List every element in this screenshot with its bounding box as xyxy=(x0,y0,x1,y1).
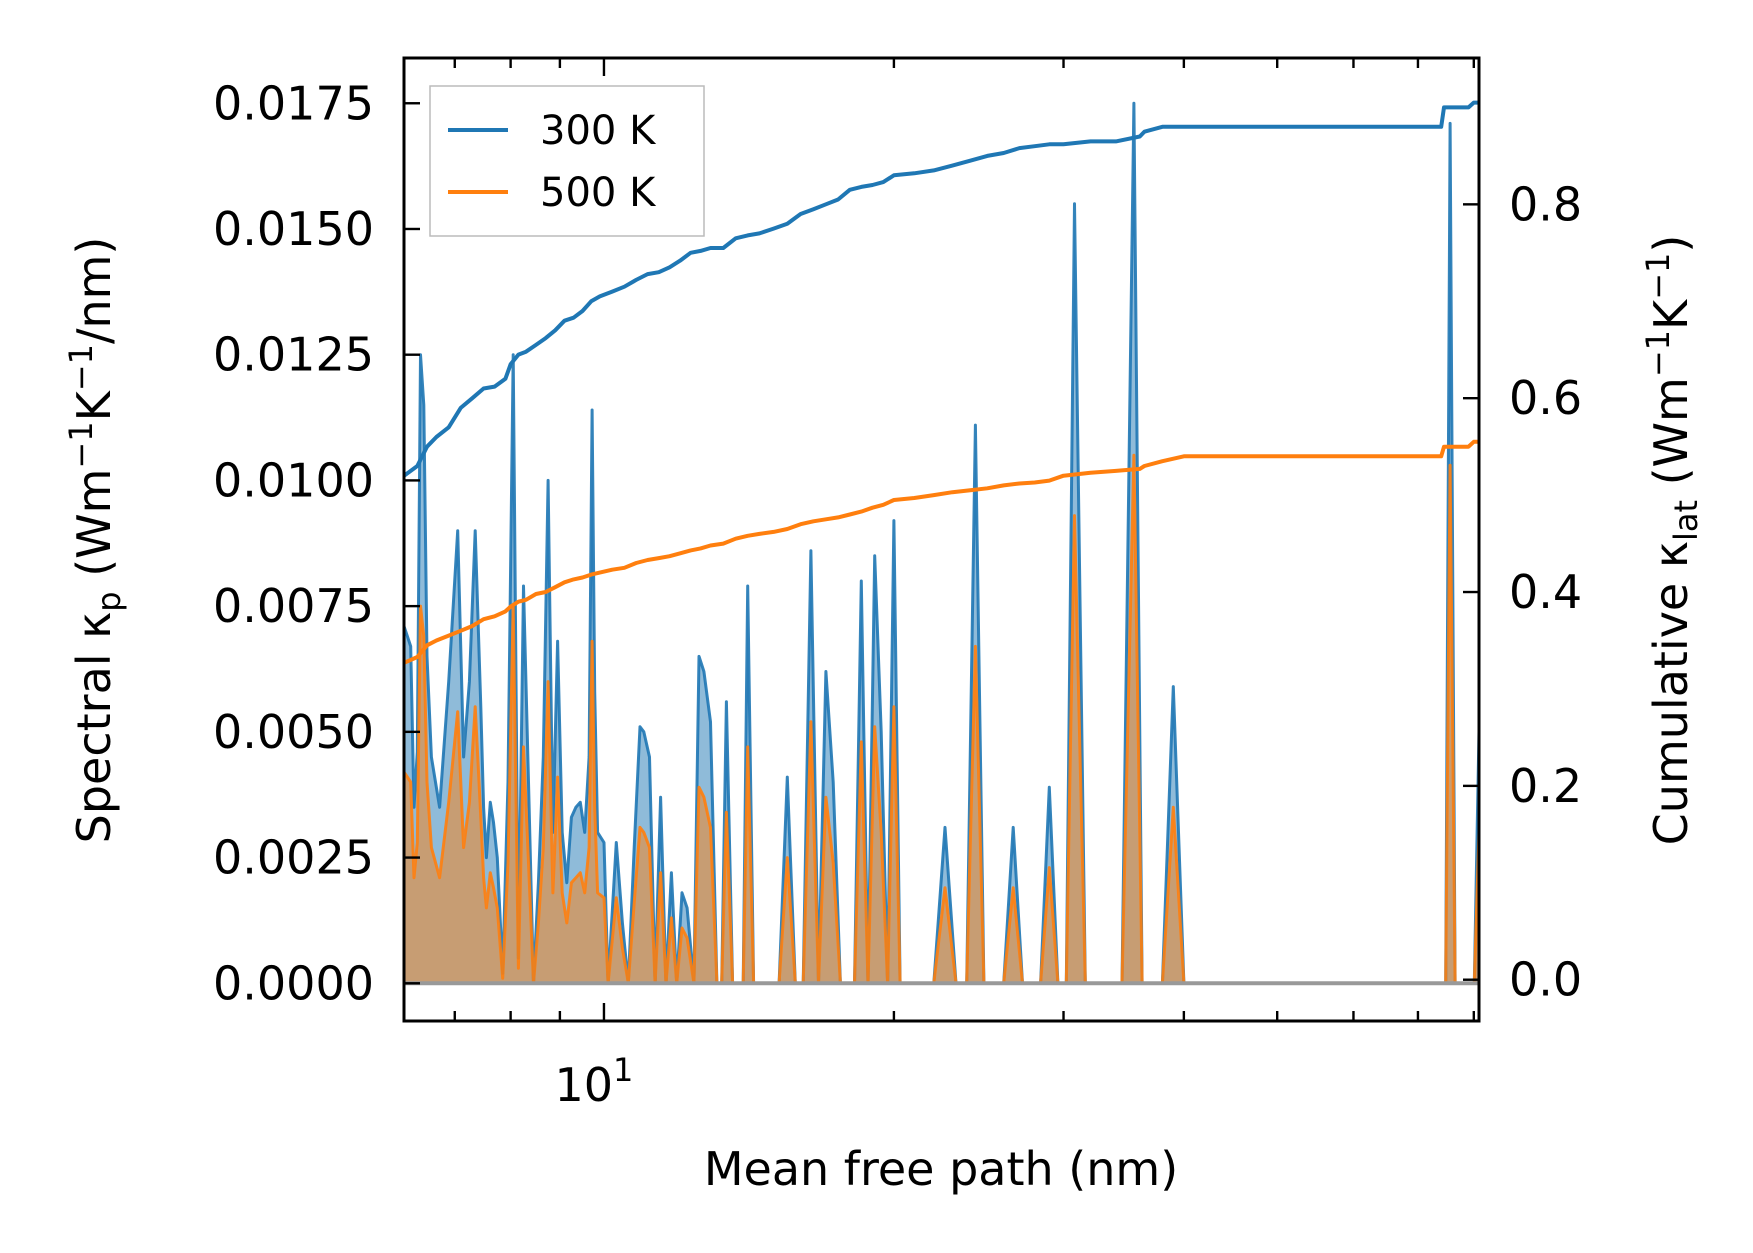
cumulative-line-layer xyxy=(402,100,1479,665)
cumulative-line-300k xyxy=(402,100,1479,478)
legend: 300 K 500 K xyxy=(429,85,705,237)
y-right-axis-label: Cumulative κlat (Wm−1K−1) xyxy=(1639,235,1705,846)
y-left-tick-label: 0.0175 xyxy=(213,76,374,130)
y-right-tick-label: 0.6 xyxy=(1509,371,1582,425)
axes-frame xyxy=(402,56,1481,1023)
spectral-line-layer xyxy=(402,101,1481,986)
y-left-tick-label: 0.0000 xyxy=(213,956,374,1010)
legend-box xyxy=(429,85,705,237)
y-right-tick-label: 0.0 xyxy=(1509,953,1582,1007)
y-left-tick-label: 0.0100 xyxy=(213,453,374,507)
y-left-tick-label: 0.0075 xyxy=(213,579,374,633)
axis-tick-labels: 0.00000.00250.00500.00750.01000.01250.01… xyxy=(213,76,1582,1112)
axis-ticks xyxy=(404,58,1479,1021)
y-right-tick-label: 0.4 xyxy=(1509,565,1582,619)
y-left-axis-label: Spectral κp (Wm−1K−1/nm) xyxy=(62,237,128,844)
y-right-tick-label: 0.8 xyxy=(1509,177,1582,231)
y-left-tick-label: 0.0125 xyxy=(213,328,374,382)
legend-label-300k: 300 K xyxy=(540,108,657,154)
y-left-tick-label: 0.0150 xyxy=(213,202,374,256)
legend-label-500k: 500 K xyxy=(540,170,657,216)
spectral-fill-500k xyxy=(404,455,1479,984)
spectral-fill-layer xyxy=(404,103,1479,984)
x-tick-label-10: 101 xyxy=(555,1051,634,1112)
y-left-tick-label: 0.0025 xyxy=(213,831,374,885)
y-left-tick-label: 0.0050 xyxy=(213,705,374,759)
cumulative-line-500k xyxy=(403,439,1479,665)
x-axis-label: Mean free path (nm) xyxy=(704,1142,1178,1196)
y-right-tick-label: 0.2 xyxy=(1509,759,1582,813)
